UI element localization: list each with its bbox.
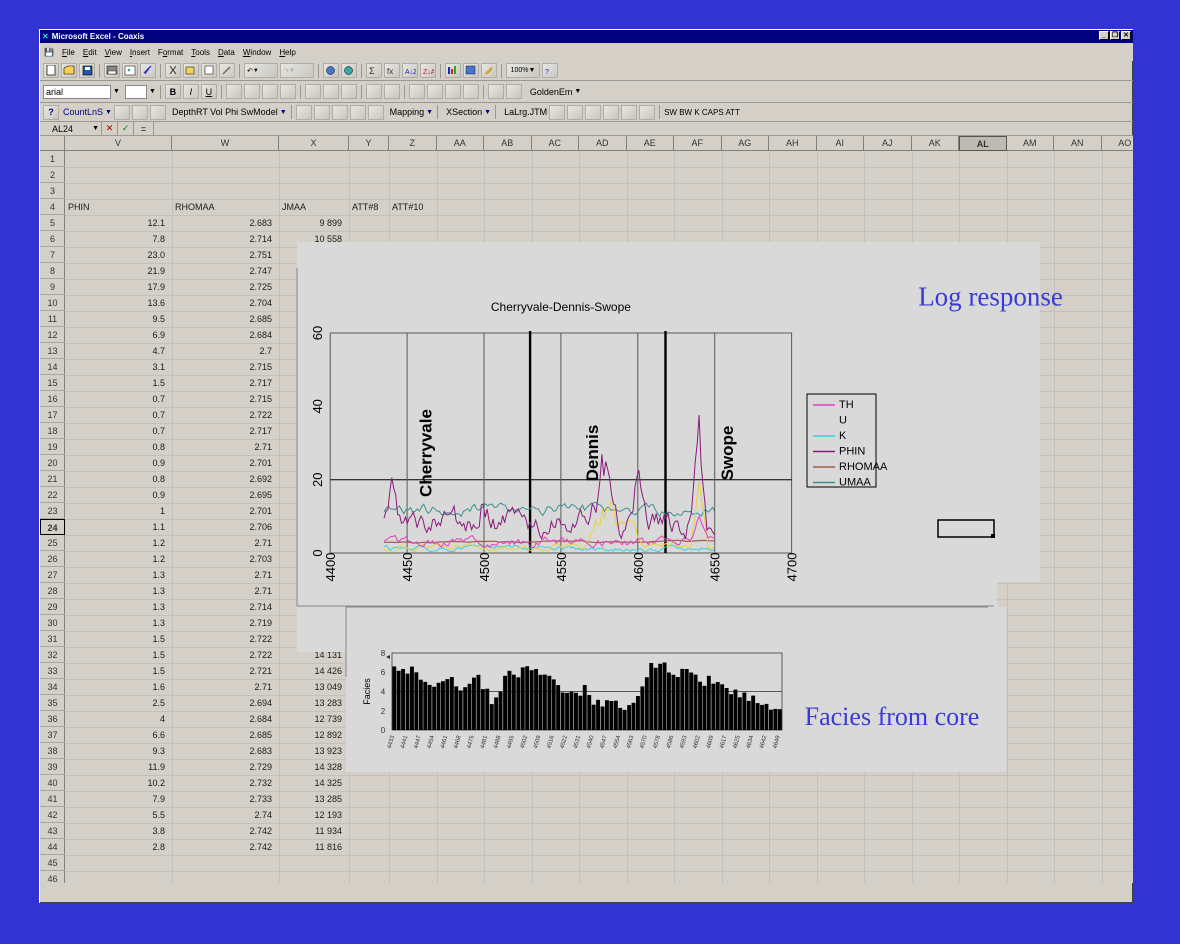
svg-text:fx: fx [387,67,393,76]
svg-text:Z↓A: Z↓A [423,69,434,76]
svg-text:?: ? [545,69,549,76]
svg-text:Σ: Σ [369,66,375,76]
svg-text:A↓Z: A↓Z [405,69,416,76]
